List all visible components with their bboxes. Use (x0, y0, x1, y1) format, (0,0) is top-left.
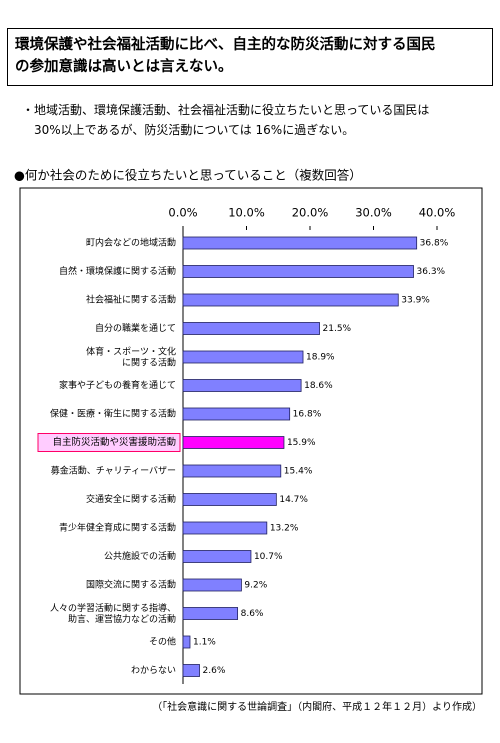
bar (182, 322, 320, 335)
x-tick-label: 0.0% (168, 206, 197, 220)
y-tick-label: 国際交流に関する活動 (86, 579, 176, 591)
value-label: 36.3% (417, 267, 446, 277)
summary-box: 環境保護や社会福祉活動に比べ、自主的な防災活動に対する国民 の参加意識は高いとは… (7, 28, 493, 86)
value-label: 16.8% (293, 410, 322, 420)
bar (182, 407, 291, 421)
note: ・地域活動、環境保護活動、社会福祉活動に役立ちたいと思っている国民は 30%以上… (22, 103, 430, 137)
value-label: 1.1% (193, 638, 216, 648)
y-tick-label: 青少年健全育成に関する活動 (59, 522, 176, 534)
source: （「社会意識に関する世論調査」（内閣府、平成１２年１２月）より作成） (152, 700, 482, 713)
value-label: 33.9% (401, 296, 430, 306)
y-tick-label: わからない (131, 665, 176, 676)
value-label: 14.7% (279, 495, 308, 505)
bar (182, 607, 239, 620)
value-label: 36.8% (420, 239, 449, 249)
bar (182, 664, 200, 677)
value-label: 8.6% (241, 609, 264, 619)
x-tick-label: 30.0% (355, 206, 392, 220)
value-label: 18.9% (306, 353, 335, 363)
chart-title: ●何か社会のために役立ちたいと思っていること（複数回答） (14, 168, 362, 183)
bar (182, 550, 252, 563)
y-tick-label: 交通安全に関する活動 (86, 493, 176, 505)
highlight-label-box (37, 433, 181, 452)
bar (182, 521, 268, 535)
bar (182, 493, 277, 506)
bar (182, 464, 282, 478)
x-tick-label: 10.0% (228, 206, 265, 220)
value-label: 18.6% (304, 381, 333, 391)
y-tick-label: 社会福祉に関する活動 (86, 294, 176, 306)
value-label: 15.9% (287, 438, 316, 448)
y-tick-label: 自主防災活動や災害援助活動 (52, 436, 176, 448)
bar (182, 350, 304, 364)
y-tick-label: 自分の職業を通じて (95, 322, 176, 334)
x-tick-label: 20.0% (292, 206, 329, 220)
bar (182, 635, 191, 649)
y-tick-label: 体育・スポーツ・文化に関する活動 (86, 345, 176, 368)
value-label: 15.4% (284, 467, 313, 477)
bar (182, 265, 414, 278)
bar (182, 236, 418, 250)
bar (182, 436, 285, 449)
bar (182, 293, 399, 307)
y-tick-label: その他 (149, 636, 176, 648)
bar (182, 379, 302, 392)
value-label: 13.2% (270, 524, 299, 534)
y-tick-label: 町内会などの地域活動 (86, 237, 176, 249)
chart-frame (19, 187, 483, 695)
y-tick-label: 保健・医療・衛生に関する活動 (50, 408, 176, 420)
y-tick-label: 家事や子どもの養育を通じて (59, 379, 176, 391)
y-tick-label: 公共施設での活動 (104, 550, 176, 562)
bar (182, 578, 242, 592)
y-tick-label: 自然・環境保護に関する活動 (59, 265, 176, 277)
x-tick-label: 40.0% (419, 206, 456, 220)
value-label: 2.6% (203, 666, 226, 676)
y-tick-label: 人々の学習活動に関する指導、助言、運営協力などの活動 (50, 602, 176, 625)
value-label: 10.7% (254, 552, 283, 562)
value-label: 9.2% (244, 581, 267, 591)
y-tick-label: 募金活動、チャリティーバザー (51, 465, 176, 477)
value-label: 21.5% (323, 324, 352, 334)
